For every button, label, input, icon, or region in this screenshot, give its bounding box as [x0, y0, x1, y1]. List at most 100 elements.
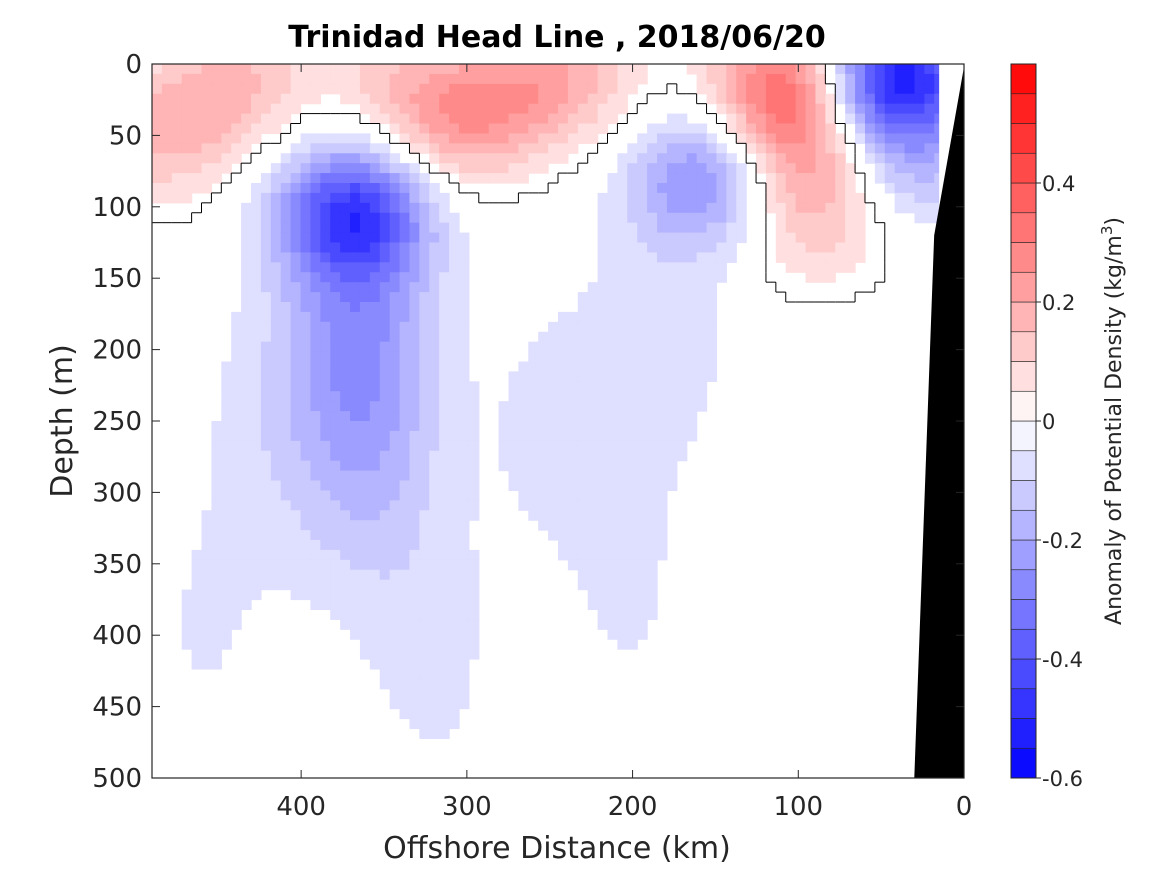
field-cell — [419, 192, 430, 204]
field-cell — [251, 133, 262, 144]
field-cell — [399, 272, 411, 283]
field-cell — [429, 361, 440, 373]
field-cell — [468, 589, 480, 601]
field-cell — [458, 540, 470, 551]
field-cell — [379, 113, 391, 125]
field-cell — [320, 341, 331, 353]
field-cell — [904, 113, 916, 125]
field-cell — [904, 73, 916, 85]
field-cell — [855, 64, 866, 75]
field-cell — [280, 401, 292, 412]
field-cell — [449, 698, 460, 710]
field-cell — [439, 381, 450, 392]
field-cell — [369, 252, 381, 263]
field-cell — [280, 272, 292, 283]
field-cell — [449, 252, 460, 263]
field-cell — [637, 351, 648, 363]
field-cell — [300, 480, 312, 492]
field-cell — [369, 212, 381, 224]
field-cell — [231, 530, 242, 541]
field-cell — [389, 440, 401, 452]
field-cell — [567, 133, 579, 144]
field-cell — [627, 173, 638, 184]
field-cell — [538, 381, 549, 392]
field-cell — [260, 311, 272, 323]
colorbar-level — [1010, 539, 1037, 571]
field-cell — [181, 599, 193, 611]
field-cell — [330, 579, 341, 591]
field-cell — [280, 302, 292, 313]
field-cell — [726, 73, 737, 85]
field-cell — [320, 371, 331, 382]
field-cell — [260, 321, 272, 333]
field-cell — [419, 668, 430, 680]
field-cell — [379, 282, 391, 293]
field-cell — [617, 302, 628, 313]
field-cell — [241, 559, 252, 571]
field-cell — [657, 549, 668, 561]
field-cell — [845, 113, 856, 125]
field-cell — [310, 530, 321, 541]
field-cell — [251, 549, 262, 561]
field-cell — [419, 381, 430, 392]
field-cell — [320, 450, 331, 462]
field-cell — [666, 311, 678, 323]
field-cell — [300, 589, 312, 601]
field-cell — [359, 202, 371, 214]
field-cell — [429, 103, 440, 115]
field-cell — [666, 470, 678, 482]
field-cell — [379, 361, 391, 373]
field-cell — [340, 173, 351, 184]
field-cell — [419, 311, 430, 323]
field-cell — [350, 381, 361, 392]
field-cell — [171, 73, 183, 85]
field-cell — [706, 361, 718, 373]
field-cell — [924, 183, 935, 194]
field-cell — [389, 113, 401, 125]
field-cell — [389, 212, 401, 224]
field-cell — [676, 311, 688, 323]
field-cell — [369, 232, 381, 244]
field-cell — [666, 113, 678, 125]
field-cell — [201, 143, 213, 154]
field-cell — [330, 589, 341, 601]
field-cell — [845, 232, 856, 244]
field-cell — [290, 391, 302, 402]
field-cell — [270, 321, 282, 333]
field-cell — [884, 143, 896, 154]
field-cell — [458, 609, 470, 620]
field-cell — [478, 143, 490, 154]
field-cell — [270, 73, 282, 85]
field-cell — [647, 381, 658, 392]
field-cell — [369, 222, 381, 234]
field-cell — [330, 173, 341, 184]
field-cell — [795, 113, 807, 125]
field-cell — [350, 411, 361, 422]
field-cell — [429, 460, 440, 472]
field-cell — [676, 391, 688, 402]
field-cell — [310, 302, 321, 313]
field-cell — [330, 411, 341, 422]
field-cell — [439, 252, 450, 263]
field-cell — [567, 510, 579, 521]
field-cell — [181, 173, 193, 184]
field-cell — [845, 252, 856, 263]
field-cell — [627, 549, 638, 561]
field-cell — [617, 321, 628, 333]
field-cell — [359, 490, 371, 501]
field-cell — [567, 520, 579, 531]
field-cell — [330, 470, 341, 482]
field-cell — [409, 490, 420, 501]
field-cell — [300, 579, 312, 591]
field-cell — [359, 569, 371, 581]
field-cell — [270, 401, 282, 412]
field-cell — [260, 212, 272, 224]
field-cell — [201, 113, 213, 125]
field-cell — [359, 371, 371, 382]
field-cell — [864, 73, 876, 85]
field-cell — [399, 361, 411, 373]
field-cell — [429, 559, 440, 571]
field-cell — [686, 232, 698, 244]
field-cell — [409, 678, 420, 690]
field-cell — [528, 133, 539, 144]
